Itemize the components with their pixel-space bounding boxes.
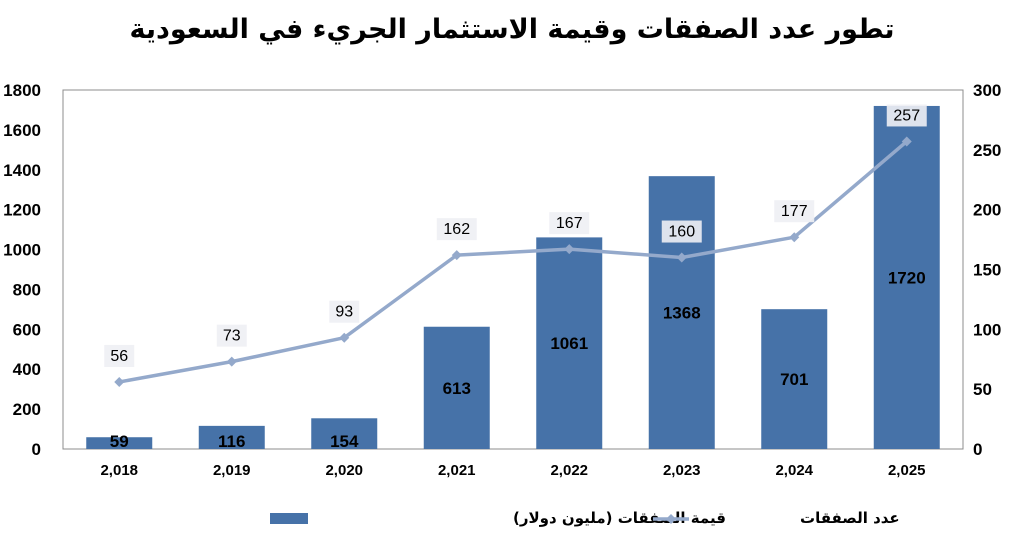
line-point xyxy=(789,232,800,243)
line-value-label: 73 xyxy=(223,328,241,345)
plot-frame xyxy=(62,89,964,450)
y-left-tick-label: 1000 xyxy=(3,241,41,260)
line-point xyxy=(114,376,125,387)
x-tick-label: 2,018 xyxy=(100,462,138,479)
y-left-tick-label: 1800 xyxy=(3,81,41,100)
bar-value-label: 1720 xyxy=(888,268,926,287)
y-right-tick-label: 0 xyxy=(973,440,982,459)
bar-value-label: 701 xyxy=(780,370,808,389)
line-value-label: 160 xyxy=(668,224,695,241)
legend-bar-label: قيمة الصفقات (مليون دولار) xyxy=(513,509,726,527)
line-point xyxy=(676,252,687,263)
line-point xyxy=(901,136,912,147)
line-point xyxy=(226,356,237,367)
line-value-label: 162 xyxy=(443,221,470,238)
x-tick-label: 2,025 xyxy=(888,462,926,479)
line-value-label: 167 xyxy=(556,215,583,232)
bar xyxy=(311,418,378,449)
y-left-tick-label: 1200 xyxy=(3,201,41,220)
legend-line-label: عدد الصفقات xyxy=(800,509,900,527)
bar-value-label: 1061 xyxy=(550,334,588,353)
line-label-box xyxy=(436,218,477,241)
y-left-tick-label: 400 xyxy=(13,360,41,379)
bar-value-label: 1368 xyxy=(663,304,701,323)
bar xyxy=(761,309,828,449)
bar xyxy=(86,437,153,449)
chart-title: تطور عدد الصفقات وقيمة الاستثمار الجريء … xyxy=(129,14,894,45)
legend: قيمة الصفقات (مليون دولار) عدد الصفقات xyxy=(270,509,900,527)
y-left-tick-label: 1600 xyxy=(3,121,41,140)
legend-line-marker xyxy=(666,514,676,524)
bar xyxy=(198,425,265,449)
y-right-tick-label: 150 xyxy=(973,261,1001,280)
line-label-box xyxy=(216,324,247,347)
bar-value-label: 116 xyxy=(218,432,245,451)
y-right-tick-label: 100 xyxy=(973,320,1001,339)
y-right-tick-label: 200 xyxy=(973,201,1001,220)
line-value-label: 257 xyxy=(893,107,920,124)
line-value-label: 93 xyxy=(335,304,353,321)
y-left-tick-label: 600 xyxy=(13,320,41,339)
bar-value-label: 154 xyxy=(330,432,359,451)
x-tick-label: 2,023 xyxy=(663,462,701,479)
x-tick-label: 2,022 xyxy=(550,462,588,479)
y-left-tick-label: 1400 xyxy=(3,161,41,180)
line-label-box xyxy=(329,300,360,323)
line-point xyxy=(564,244,575,255)
line-label-box xyxy=(886,104,927,127)
y-left-tick-label: 800 xyxy=(13,280,41,299)
y-right-tick-label: 250 xyxy=(973,141,1001,160)
bar xyxy=(873,105,940,449)
x-tick-label: 2,021 xyxy=(438,462,476,479)
y-right-tick-label: 300 xyxy=(973,81,1001,100)
line-label-box xyxy=(774,200,815,223)
line-point xyxy=(451,250,462,261)
series-line xyxy=(118,140,908,384)
x-tick-label: 2,024 xyxy=(775,462,813,479)
bar-value-label: 59 xyxy=(110,432,129,451)
line-label-box xyxy=(549,212,590,235)
legend-bar-swatch xyxy=(270,513,308,524)
bar xyxy=(423,326,490,449)
plot-area: 0 200 400 600 800 1000 1200 1400 1600 1800 0 50 100 1… xyxy=(3,81,1001,479)
y-left-tick-label: 200 xyxy=(13,400,41,419)
line-label-box xyxy=(104,344,135,367)
y-right-tick-label: 50 xyxy=(973,380,992,399)
bar-value-label: 613 xyxy=(443,379,471,398)
x-tick-label: 2,020 xyxy=(325,462,363,479)
bar xyxy=(536,237,603,449)
y-left-tick-label: 0 xyxy=(32,440,41,459)
line-value-label: 177 xyxy=(781,203,808,220)
line-label-box xyxy=(661,220,702,243)
line-value-label: 56 xyxy=(110,348,128,365)
line-point xyxy=(339,332,350,343)
x-tick-label: 2,019 xyxy=(213,462,251,479)
